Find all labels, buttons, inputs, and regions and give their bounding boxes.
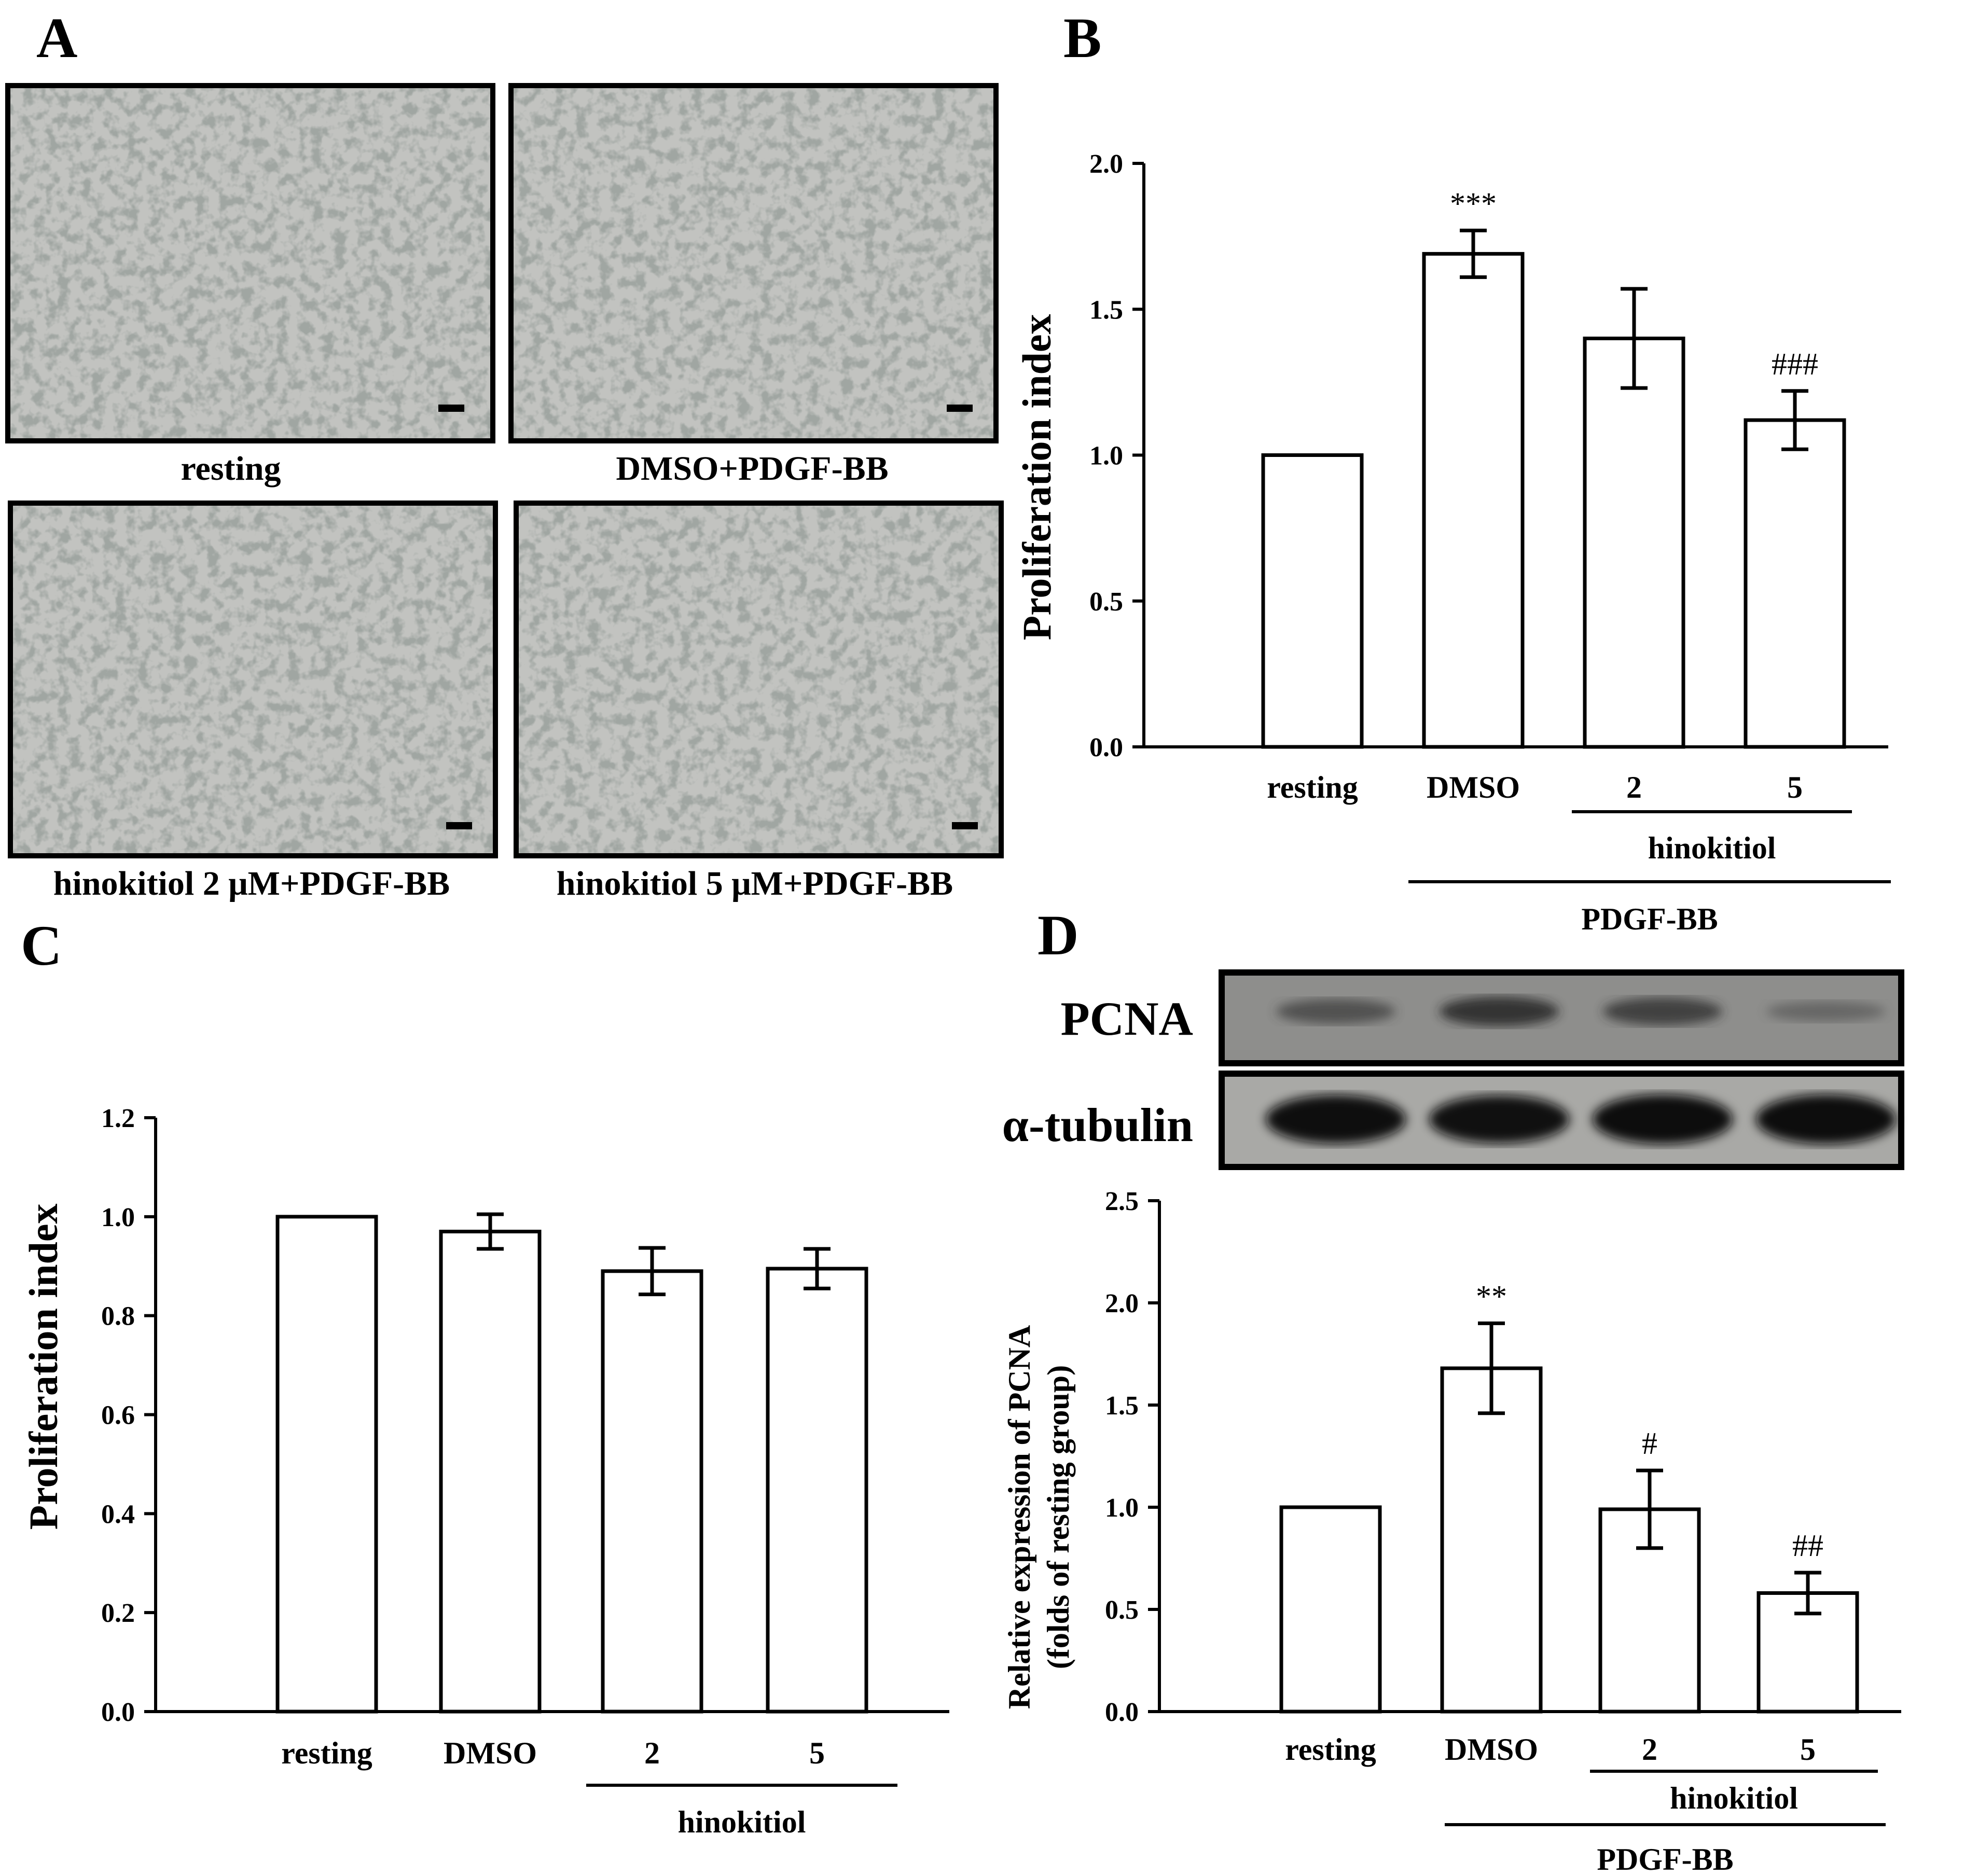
bar: [1279, 1505, 1382, 1714]
significance-marker: **: [1476, 1279, 1507, 1313]
y-tick-label: 1.0: [1105, 1493, 1139, 1523]
micrograph-hinokitiol-5: [514, 501, 1004, 858]
scale-bar: [438, 405, 464, 412]
y-tick-label: 2.0: [1089, 149, 1123, 179]
blot-label-tubulin: α-tubulin: [1002, 1099, 1193, 1151]
category-label: 2: [1642, 1732, 1657, 1767]
category-label: 5: [1787, 770, 1803, 804]
y-tick-label: 2.0: [1105, 1289, 1139, 1318]
blot-band-pcna: [1766, 1001, 1886, 1022]
y-tick-label: 0.0: [1089, 733, 1123, 762]
y-tick-label: 0.0: [1105, 1698, 1139, 1727]
y-tick-label: 1.5: [1105, 1391, 1139, 1421]
significance-marker: ###: [1772, 347, 1818, 381]
y-tick-label: 0.5: [1105, 1595, 1139, 1625]
caption-dmso-pdgf: DMSO+PDGF-BB: [616, 450, 888, 488]
chart-panel-b: Proliferation index 0.0 0.5 1.0 1.5 2.0 resti…: [1014, 149, 1891, 936]
bar: [439, 1229, 542, 1714]
bar: [1261, 453, 1364, 749]
significance-marker: ##: [1792, 1528, 1823, 1563]
y-axis-label: Proliferation index: [1014, 314, 1059, 641]
group-label: hinokitiol: [1670, 1781, 1798, 1815]
scale-bar: [947, 405, 973, 412]
caption-resting: resting: [181, 450, 281, 488]
blot-band-pcna: [1440, 996, 1559, 1026]
category-label: resting: [1285, 1732, 1376, 1767]
blot-band-tubulin: [1593, 1094, 1733, 1144]
bar: [601, 1269, 703, 1714]
bar: [1422, 252, 1525, 749]
y-tick-label: 1.0: [1089, 441, 1123, 471]
panel-label-c: C: [21, 914, 62, 977]
micrograph-dmso-pdgf: [508, 83, 999, 443]
y-tick-label: 0.4: [101, 1499, 135, 1529]
category-label: 2: [644, 1736, 660, 1770]
y-tick-label: 0.0: [101, 1698, 135, 1727]
y-tick-label: 1.5: [1089, 295, 1123, 325]
y-tick-label: 0.8: [101, 1302, 135, 1331]
category-label: DMSO: [1445, 1732, 1538, 1767]
y-axis-label-line-2: (folds of resting group): [1041, 1365, 1075, 1669]
category-label: resting: [281, 1736, 372, 1770]
chart-panel-d: Relative expression of PCNA (folds of re…: [1002, 1187, 1901, 1876]
blot-band-pcna: [1276, 999, 1395, 1024]
y-tick-label: 2.5: [1105, 1187, 1139, 1216]
y-tick-label: 1.0: [101, 1203, 135, 1232]
group-label: PDGF-BB: [1597, 1842, 1733, 1876]
blot-band-tubulin: [1756, 1094, 1896, 1144]
chart-panel-c: Proliferation index 0.0 0.2 0.4 0.6 0.8 1.0 1.…: [21, 1104, 949, 1839]
blot-label-pcna: PCNA: [1060, 992, 1193, 1045]
bar: [1583, 337, 1685, 749]
y-tick-label: 1.2: [101, 1104, 135, 1133]
western-blot: PCNA α-tubulin: [1002, 969, 1904, 1170]
bar: [766, 1267, 868, 1714]
y-axis-label: Proliferation index: [21, 1204, 66, 1530]
panel-label-b: B: [1063, 6, 1101, 70]
significance-marker: #: [1642, 1426, 1657, 1461]
category-label: DMSO: [1427, 770, 1520, 804]
scale-bar: [446, 822, 472, 829]
category-label: 5: [809, 1736, 825, 1770]
significance-marker: ***: [1450, 186, 1497, 220]
category-label: resting: [1267, 770, 1358, 804]
blot-band-pcna: [1603, 997, 1722, 1025]
y-tick-label: 0.5: [1089, 587, 1123, 617]
panel-label-a: A: [36, 6, 77, 70]
group-label: hinokitiol: [1648, 831, 1776, 865]
panel-label-d: D: [1038, 904, 1078, 967]
group-label: hinokitiol: [678, 1805, 806, 1839]
scale-bar: [952, 822, 978, 829]
y-axis-label-line-1: Relative expression of PCNA: [1002, 1325, 1036, 1709]
group-label: PDGF-BB: [1581, 902, 1718, 936]
caption-hinokitiol-2: hinokitiol 2 μM+PDGF-BB: [53, 865, 450, 902]
micrograph-hinokitiol-2: [8, 501, 498, 858]
blot-band-tubulin: [1266, 1094, 1406, 1144]
bar: [1440, 1366, 1543, 1714]
y-tick-label: 0.2: [101, 1599, 135, 1628]
y-tick-label: 0.6: [101, 1401, 135, 1430]
category-label: DMSO: [444, 1736, 537, 1770]
category-label: 5: [1800, 1732, 1816, 1767]
blot-band-tubulin: [1429, 1095, 1569, 1144]
category-label: 2: [1626, 770, 1642, 804]
bar: [275, 1215, 378, 1714]
caption-hinokitiol-5: hinokitiol 5 μM+PDGF-BB: [557, 865, 953, 902]
bar: [1744, 418, 1846, 749]
micrograph-resting: [5, 83, 495, 443]
